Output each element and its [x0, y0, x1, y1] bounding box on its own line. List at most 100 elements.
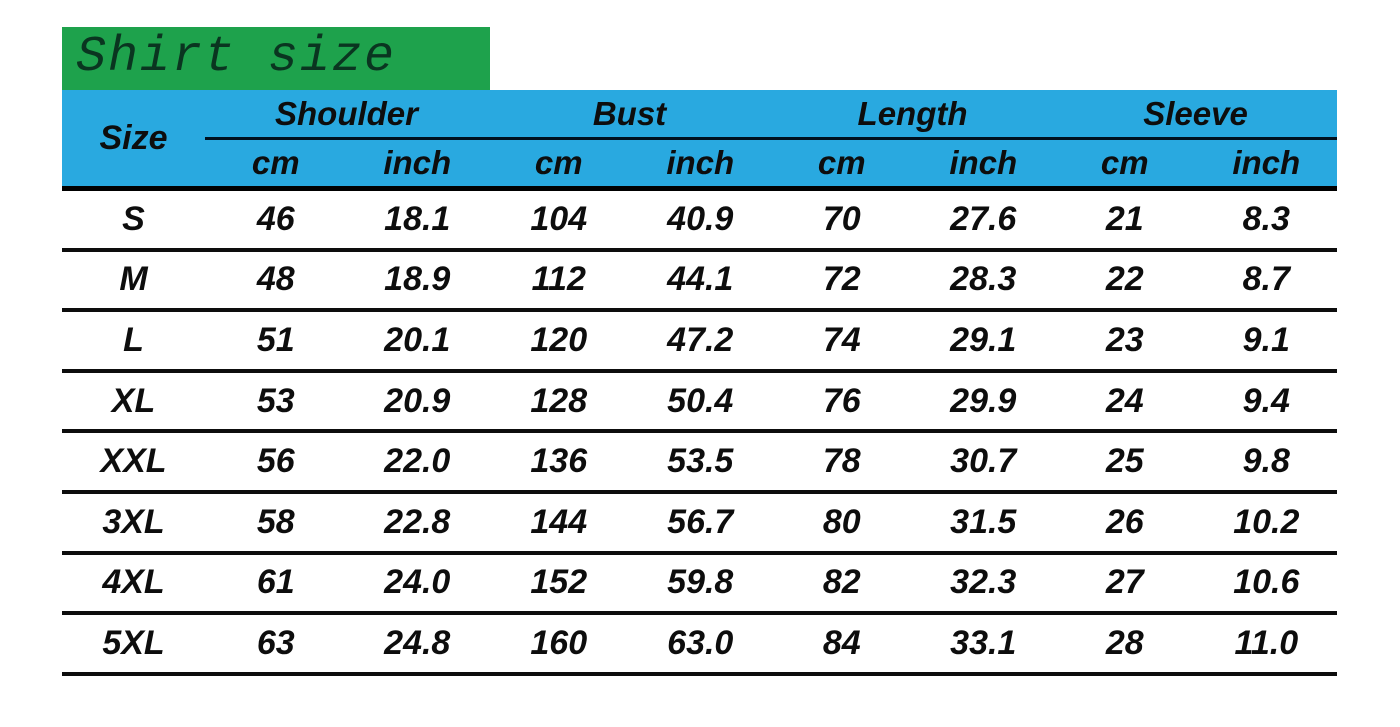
- unit-header-shoulder-cm: cm: [205, 138, 347, 191]
- sleeve-cm-value: 27: [1054, 552, 1196, 616]
- table-row: L 51 20.1 120 47.2 74 29.1 23 9.1: [62, 310, 1338, 373]
- sleeve-inch-value: 8.3: [1195, 188, 1338, 252]
- bust-cm-value: 104: [488, 188, 630, 252]
- unit-header-row: cm inch cm inch cm inch cm inch: [62, 138, 1338, 191]
- bust-cm-value: 120: [488, 310, 630, 373]
- length-cm-value: 82: [771, 552, 913, 616]
- sleeve-cm-value: 21: [1054, 188, 1196, 252]
- sleeve-inch-value: 10.6: [1195, 552, 1338, 616]
- size-chart-table: Size Shoulder Bust Length Sleeve cm inch…: [62, 90, 1338, 676]
- length-inch-value: 31.5: [912, 491, 1055, 555]
- length-cm-value: 80: [771, 491, 913, 555]
- length-cm-value: 78: [771, 431, 913, 494]
- shoulder-inch-value: 24.0: [346, 552, 489, 616]
- size-label: 5XL: [62, 613, 205, 676]
- shoulder-cm-value: 53: [205, 370, 347, 434]
- length-inch-value: 33.1: [912, 613, 1055, 676]
- shoulder-inch-value: 20.9: [346, 370, 489, 434]
- table-row: M 48 18.9 112 44.1 72 28.3 22 8.7: [62, 249, 1338, 313]
- shoulder-inch-value: 24.8: [346, 613, 489, 676]
- bust-inch-value: 53.5: [629, 431, 772, 494]
- sleeve-cm-value: 25: [1054, 431, 1196, 494]
- unit-header-length-inch: inch: [912, 138, 1055, 191]
- sleeve-inch-value: 10.2: [1195, 491, 1338, 555]
- shoulder-cm-value: 63: [205, 613, 347, 676]
- column-header-size: Size: [62, 90, 205, 191]
- size-label: M: [62, 249, 205, 313]
- shoulder-cm-value: 61: [205, 552, 347, 616]
- size-label: 4XL: [62, 552, 205, 616]
- shoulder-cm-value: 58: [205, 491, 347, 555]
- sleeve-inch-value: 9.4: [1195, 370, 1338, 434]
- shoulder-inch-value: 22.8: [346, 491, 489, 555]
- length-cm-value: 76: [771, 370, 913, 434]
- shoulder-inch-value: 18.9: [346, 249, 489, 313]
- unit-header-bust-inch: inch: [629, 138, 772, 191]
- sleeve-inch-value: 8.7: [1195, 249, 1338, 313]
- table-row: 5XL 63 24.8 160 63.0 84 33.1 28 11.0: [62, 613, 1338, 676]
- bust-inch-value: 47.2: [629, 310, 772, 373]
- bust-inch-value: 59.8: [629, 552, 772, 616]
- column-group-sleeve: Sleeve: [1054, 90, 1338, 140]
- column-group-shoulder: Shoulder: [205, 90, 489, 140]
- bust-cm-value: 128: [488, 370, 630, 434]
- column-group-length: Length: [771, 90, 1055, 140]
- sleeve-cm-value: 24: [1054, 370, 1196, 434]
- length-inch-value: 32.3: [912, 552, 1055, 616]
- shoulder-cm-value: 56: [205, 431, 347, 494]
- bust-cm-value: 112: [488, 249, 630, 313]
- unit-header-length-cm: cm: [771, 138, 913, 191]
- size-label: S: [62, 188, 205, 252]
- group-header-row: Size Shoulder Bust Length Sleeve: [62, 90, 1338, 191]
- sleeve-inch-value: 11.0: [1195, 613, 1338, 676]
- table-row: S 46 18.1 104 40.9 70 27.6 21 8.3: [62, 188, 1338, 252]
- shoulder-inch-value: 18.1: [346, 188, 489, 252]
- table-row: 3XL 58 22.8 144 56.7 80 31.5 26 10.2: [62, 491, 1338, 555]
- unit-header-sleeve-cm: cm: [1054, 138, 1196, 191]
- bust-inch-value: 56.7: [629, 491, 772, 555]
- bust-inch-value: 40.9: [629, 188, 772, 252]
- page-title: Shirt size: [76, 29, 397, 86]
- shoulder-inch-value: 22.0: [346, 431, 489, 494]
- bust-inch-value: 63.0: [629, 613, 772, 676]
- bust-cm-value: 144: [488, 491, 630, 555]
- size-label: XL: [62, 370, 205, 434]
- bust-inch-value: 50.4: [629, 370, 772, 434]
- size-label: 3XL: [62, 491, 205, 555]
- size-label: XXL: [62, 431, 205, 494]
- length-inch-value: 29.9: [912, 370, 1055, 434]
- shoulder-cm-value: 46: [205, 188, 347, 252]
- chart-title-banner: Shirt size: [62, 27, 490, 90]
- unit-header-bust-cm: cm: [488, 138, 630, 191]
- size-label: L: [62, 310, 205, 373]
- length-cm-value: 72: [771, 249, 913, 313]
- unit-header-shoulder-inch: inch: [346, 138, 489, 191]
- sleeve-cm-value: 23: [1054, 310, 1196, 373]
- table-body: S 46 18.1 104 40.9 70 27.6 21 8.3 M 48 1…: [62, 188, 1338, 676]
- length-cm-value: 74: [771, 310, 913, 373]
- bust-inch-value: 44.1: [629, 249, 772, 313]
- shoulder-inch-value: 20.1: [346, 310, 489, 373]
- length-inch-value: 29.1: [912, 310, 1055, 373]
- table-row: XXL 56 22.0 136 53.5 78 30.7 25 9.8: [62, 431, 1338, 494]
- shoulder-cm-value: 51: [205, 310, 347, 373]
- shoulder-cm-value: 48: [205, 249, 347, 313]
- bust-cm-value: 136: [488, 431, 630, 494]
- length-inch-value: 27.6: [912, 188, 1055, 252]
- sleeve-cm-value: 26: [1054, 491, 1196, 555]
- sleeve-inch-value: 9.1: [1195, 310, 1338, 373]
- table-row: 4XL 61 24.0 152 59.8 82 32.3 27 10.6: [62, 552, 1338, 616]
- length-cm-value: 84: [771, 613, 913, 676]
- table-header: Size Shoulder Bust Length Sleeve cm inch…: [62, 90, 1338, 191]
- sleeve-cm-value: 28: [1054, 613, 1196, 676]
- column-group-bust: Bust: [488, 90, 772, 140]
- length-inch-value: 28.3: [912, 249, 1055, 313]
- bust-cm-value: 152: [488, 552, 630, 616]
- sleeve-inch-value: 9.8: [1195, 431, 1338, 494]
- bust-cm-value: 160: [488, 613, 630, 676]
- sleeve-cm-value: 22: [1054, 249, 1196, 313]
- length-inch-value: 30.7: [912, 431, 1055, 494]
- length-cm-value: 70: [771, 188, 913, 252]
- unit-header-sleeve-inch: inch: [1195, 138, 1338, 191]
- table-row: XL 53 20.9 128 50.4 76 29.9 24 9.4: [62, 370, 1338, 434]
